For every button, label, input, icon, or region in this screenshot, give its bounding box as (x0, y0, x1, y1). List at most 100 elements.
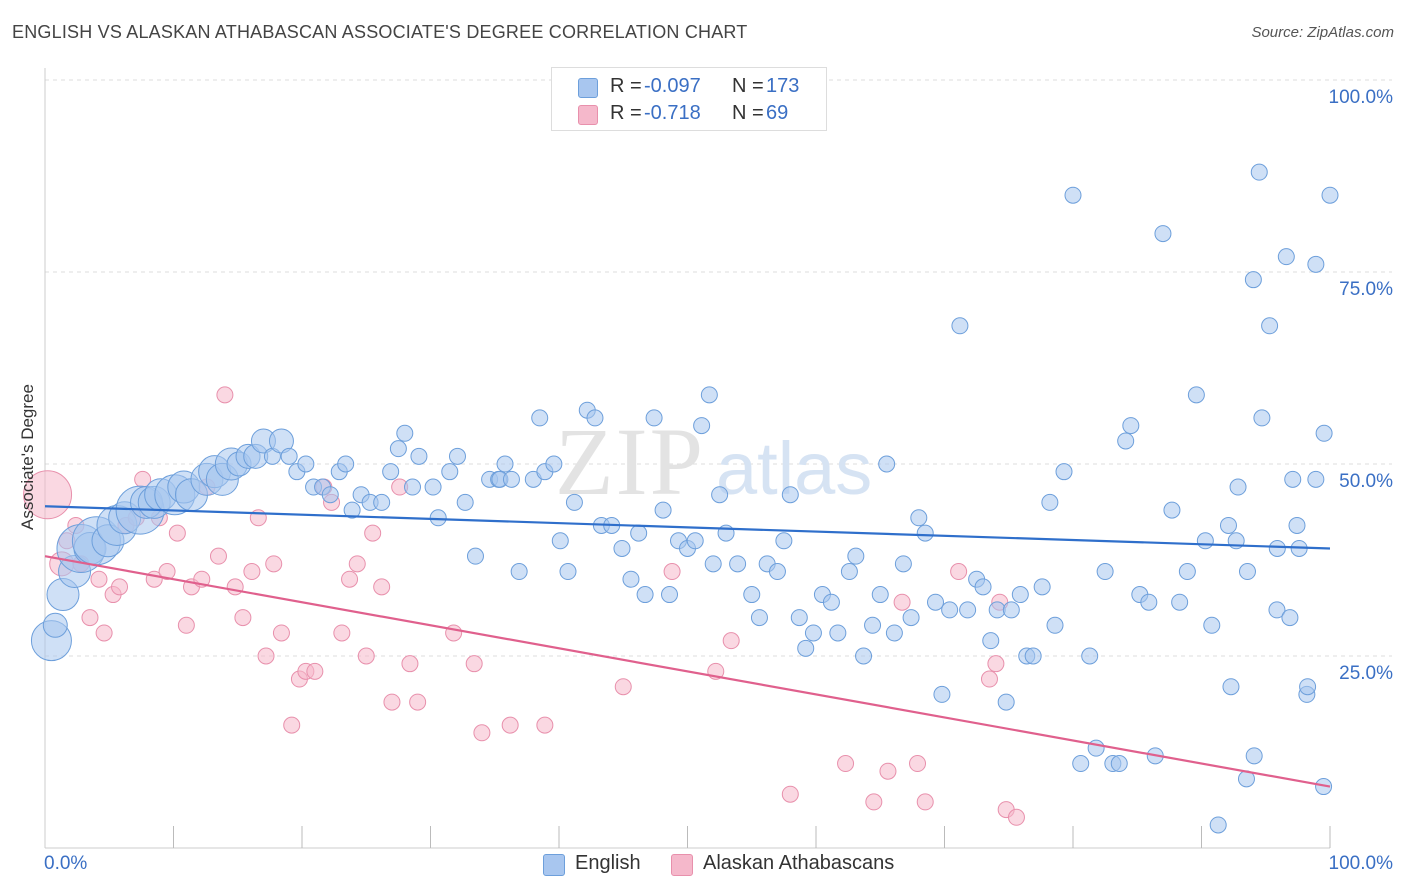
data-point-english (1041, 493, 1059, 511)
legend-label-athabascan: Alaskan Athabascans (703, 852, 895, 874)
y-tick-label: 50.0% (1339, 471, 1393, 492)
trendline-athabascan (44, 555, 1331, 788)
data-point-english (1055, 463, 1073, 481)
data-point-athabascan (341, 570, 359, 588)
stats-row-athabascan: R = -0.718 N = 69 (552, 102, 826, 128)
data-point-athabascan (81, 609, 99, 627)
data-point-athabascan (90, 570, 108, 588)
data-point-athabascan (916, 793, 934, 811)
data-point-english (1096, 563, 1114, 581)
data-point-english (636, 586, 654, 604)
data-point-athabascan (950, 563, 968, 581)
data-point-english (797, 639, 815, 657)
data-point-athabascan (373, 578, 391, 596)
data-point-english (321, 486, 339, 504)
data-point-athabascan (987, 655, 1005, 673)
data-point-english (1288, 516, 1306, 534)
data-point-athabascan (409, 693, 427, 711)
data-point-english (559, 563, 577, 581)
data-point-english (1307, 470, 1325, 488)
n-value: 69 (766, 102, 789, 124)
data-point-athabascan (893, 593, 911, 611)
tick-labels: 25.0% 50.0% 75.0% 100.0% 0.0% 100.0% (44, 87, 1393, 874)
data-point-english (822, 593, 840, 611)
data-point-english (1268, 601, 1286, 619)
data-point-english (941, 601, 959, 619)
data-point-athabascan (283, 716, 301, 734)
data-point-english (750, 609, 768, 627)
data-point-english (456, 493, 474, 511)
data-point-english (551, 532, 569, 550)
data-point-athabascan (216, 386, 234, 404)
data-point-english (864, 616, 882, 634)
data-point-english (997, 693, 1015, 711)
data-point-english (373, 493, 391, 511)
data-point-english (902, 609, 920, 627)
data-point-english (531, 409, 549, 427)
y-axis-label: Associate's Degree (18, 384, 37, 530)
data-point-athabascan (306, 662, 324, 680)
series-legend: English Alaskan Athabascans (0, 852, 1406, 878)
r-label: R = (610, 75, 642, 97)
data-point-athabascan (357, 647, 375, 665)
data-point-english (337, 455, 355, 473)
data-point-athabascan (401, 655, 419, 673)
data-point-english (1245, 747, 1263, 765)
data-point-english (1250, 163, 1268, 181)
data-point-athabascan (473, 724, 491, 742)
data-point-athabascan (879, 762, 897, 780)
data-point-athabascan (781, 785, 799, 803)
data-point-english (297, 455, 315, 473)
data-point-english (410, 447, 428, 465)
series-english (30, 163, 1339, 834)
data-point-english (1321, 186, 1339, 204)
data-point-english (654, 501, 672, 519)
data-point-athabascan (980, 670, 998, 688)
data-point-athabascan (614, 678, 632, 696)
data-point-english (894, 555, 912, 573)
data-point-english (1046, 616, 1064, 634)
data-point-english (1140, 593, 1158, 611)
data-point-english (622, 570, 640, 588)
data-point-english (545, 455, 563, 473)
data-point-english (790, 609, 808, 627)
data-point-english (343, 501, 361, 519)
data-point-athabascan (95, 624, 113, 642)
data-point-english (1196, 532, 1214, 550)
data-point-english (1203, 616, 1221, 634)
r-value: -0.718 (644, 102, 701, 124)
data-point-english (951, 317, 969, 335)
data-point-english (704, 555, 722, 573)
data-point-english (510, 563, 528, 581)
axes (44, 68, 1331, 849)
data-point-english (1002, 601, 1020, 619)
data-point-athabascan (234, 609, 252, 627)
legend-swatch-athabascan (671, 854, 693, 876)
r-label: R = (610, 102, 642, 124)
data-point-english (974, 578, 992, 596)
data-point-english (1072, 755, 1090, 773)
data-point-athabascan (168, 524, 186, 542)
data-point-english (693, 417, 711, 435)
data-point-english (933, 685, 951, 703)
data-point-english (1277, 248, 1295, 266)
data-point-english (711, 486, 729, 504)
data-point-english (496, 455, 514, 473)
data-point-english (424, 478, 442, 496)
data-point-english (775, 532, 793, 550)
data-point-english (781, 486, 799, 504)
data-point-english (982, 632, 1000, 650)
data-point-english (466, 547, 484, 565)
data-point-athabascan (837, 755, 855, 773)
data-point-athabascan (348, 555, 366, 573)
y-tick-label: 75.0% (1339, 279, 1393, 300)
data-point-english (1154, 225, 1172, 243)
legend-swatch-english (578, 78, 598, 98)
data-point-english (586, 409, 604, 427)
data-point-english (871, 586, 889, 604)
data-point-athabascan (111, 578, 129, 596)
y-tick-label: 100.0% (1329, 87, 1394, 108)
data-point-english (1281, 609, 1299, 627)
legend-swatch-english (543, 854, 565, 876)
